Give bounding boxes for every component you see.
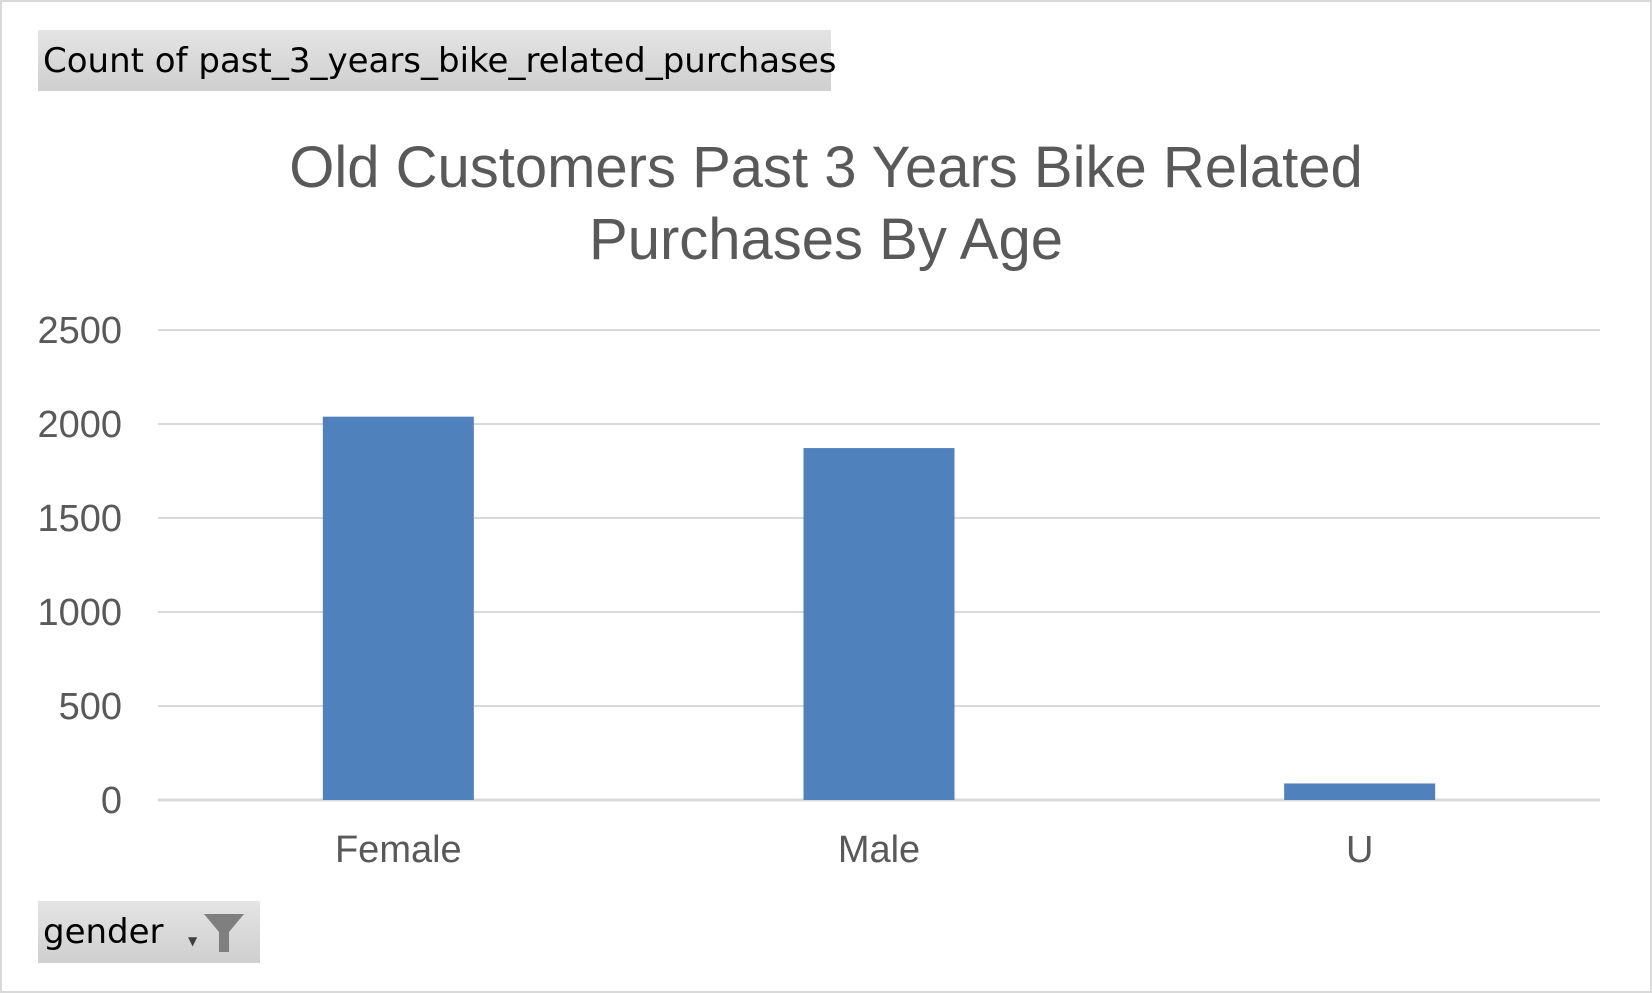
x-tick-label: Male — [838, 829, 920, 871]
filter-funnel-icon[interactable] — [203, 913, 245, 953]
x-tick-label: Female — [335, 829, 462, 871]
values-field-label: Count of past_3_years_bike_related_purch… — [43, 40, 837, 81]
y-tick-label: 0 — [101, 780, 122, 822]
bar-u[interactable] — [1284, 783, 1436, 800]
y-tick-label: 2500 — [37, 310, 122, 352]
y-tick-label: 2000 — [37, 404, 122, 446]
chart-title-line-2: Purchases By Age — [589, 207, 1063, 272]
x-tick-label: U — [1346, 829, 1373, 871]
bar-female[interactable] — [322, 416, 474, 800]
chart-title-line-1: Old Customers Past 3 Years Bike Related — [289, 135, 1363, 200]
y-tick-label: 500 — [59, 686, 122, 728]
bar-male[interactable] — [803, 448, 955, 800]
dropdown-arrow-icon: ▼ — [188, 934, 198, 948]
values-field-button[interactable]: Count of past_3_years_bike_related_purch… — [38, 30, 837, 91]
gender-field-label: gender — [43, 912, 164, 952]
y-tick-label: 1000 — [37, 592, 122, 634]
chart-title: Old Customers Past 3 Years Bike Related … — [100, 132, 1552, 276]
y-tick-label: 1500 — [37, 498, 122, 540]
gender-field-button[interactable]: gender ▼ — [38, 901, 260, 963]
